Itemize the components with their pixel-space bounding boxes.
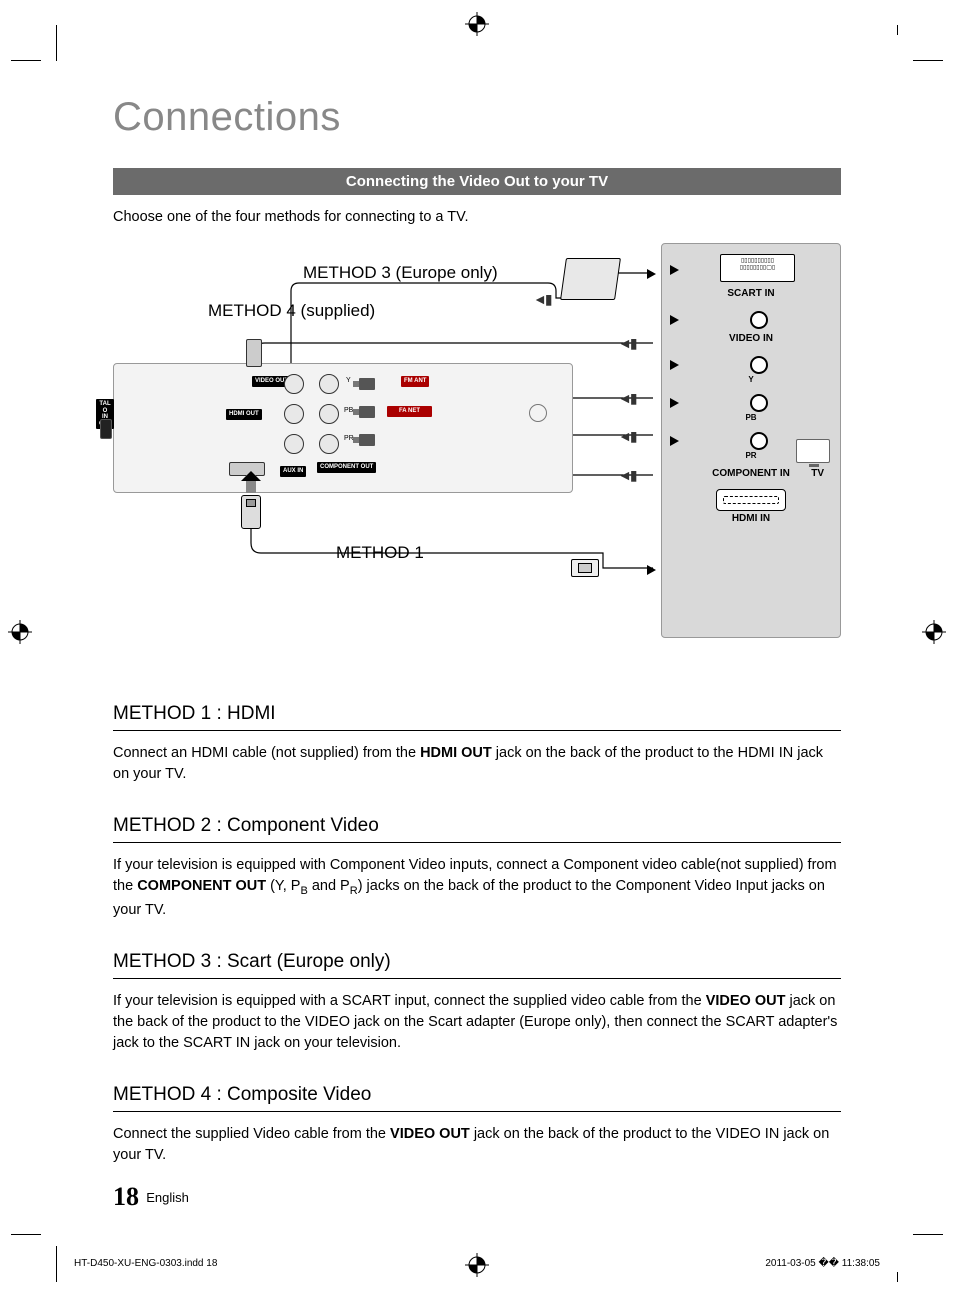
method-4-title: METHOD 4 : Composite Video — [113, 1084, 841, 1112]
intro-text: Choose one of the four methods for conne… — [113, 209, 841, 225]
component-pb-jack — [319, 434, 339, 454]
label-hdmi-out: HDMI OUT — [226, 409, 262, 420]
scart-in-label: SCART IN — [670, 288, 832, 299]
tv-icon — [796, 439, 830, 463]
pb-jack — [750, 394, 768, 412]
plug-icon — [359, 434, 375, 446]
video-in-jack — [750, 311, 768, 329]
label-fm-ant: FM ANT — [401, 376, 429, 387]
hdmi-plug-icon — [571, 559, 599, 577]
registration-mark-icon — [465, 1253, 489, 1277]
crop-mark — [897, 1272, 898, 1282]
page-content: Connections Connecting the Video Out to … — [113, 95, 841, 1212]
method-1-body: Connect an HDMI cable (not supplied) fro… — [113, 743, 841, 785]
method-1-title: METHOD 1 : HDMI — [113, 703, 841, 731]
method-4-body: Connect the supplied Video cable from th… — [113, 1124, 841, 1166]
method-4-label: METHOD 4 (supplied) — [208, 301, 375, 321]
label-fa-net: FA NET — [387, 406, 432, 417]
pr-label: PR — [344, 435, 354, 442]
optical-port-icon — [100, 419, 112, 439]
method-2-body: If your television is equipped with Comp… — [113, 855, 841, 921]
plug-icon: ◄▮ — [618, 335, 636, 352]
y-label: Y — [346, 377, 351, 384]
fm-ant-jack — [319, 374, 339, 394]
video-in-label: VIDEO IN — [670, 333, 832, 344]
method-2-section: METHOD 2 : Component Video If your telev… — [113, 815, 841, 921]
page-lang: English — [146, 1190, 189, 1205]
y-jack — [750, 356, 768, 374]
method-2-title: METHOD 2 : Component Video — [113, 815, 841, 843]
scart-port-icon: ▯▯▯▯▯▯▯▯▯▯▯▯▯▯▯▯▯▯▢▯ — [720, 254, 795, 282]
page-number: 18 — [113, 1182, 139, 1211]
video-out-jack — [284, 374, 304, 394]
device-back-panel: TAL O IN CAL VIDEO OUT HDMI OUT AUX IN C… — [113, 363, 573, 493]
crop-mark — [56, 1246, 57, 1282]
arrow-up-icon — [241, 471, 261, 481]
method-1-section: METHOD 1 : HDMI Connect an HDMI cable (n… — [113, 703, 841, 785]
arrow-icon — [647, 269, 656, 279]
component-in-label: COMPONENT IN — [670, 468, 832, 479]
plug-icon: ◄▮ — [618, 467, 636, 484]
registration-mark-icon — [922, 620, 946, 644]
rca-plug-icon — [246, 339, 262, 367]
misc-port — [529, 404, 547, 422]
plug-icon — [359, 406, 375, 418]
hdmi-in-port — [716, 489, 786, 511]
registration-mark-icon — [8, 620, 32, 644]
method-1-label: METHOD 1 — [336, 543, 424, 563]
component-y-jack — [319, 404, 339, 424]
y-label: Y — [670, 375, 832, 384]
method-3-title: METHOD 3 : Scart (Europe only) — [113, 951, 841, 979]
pb-label: PB — [344, 407, 353, 414]
plug-icon: ◄▮ — [618, 390, 636, 407]
page-footer: 18 English — [113, 1182, 189, 1212]
hdmi-cable-plug-icon — [241, 495, 261, 529]
plug-icon: ◄▮ — [618, 428, 636, 445]
plug-icon: ◄▮ — [533, 291, 551, 308]
crop-mark — [913, 60, 943, 61]
crop-mark — [56, 25, 57, 61]
tv-input-panel: ▯▯▯▯▯▯▯▯▯▯▯▯▯▯▯▯▯▯▢▯ SCART IN VIDEO IN Y… — [661, 243, 841, 638]
method-4-section: METHOD 4 : Composite Video Connect the s… — [113, 1084, 841, 1166]
chapter-title: Connections — [113, 95, 841, 140]
method-3-section: METHOD 3 : Scart (Europe only) If your t… — [113, 951, 841, 1054]
indd-timestamp: 2011-03-05 �� 11:38:05 — [765, 1258, 880, 1269]
crop-mark — [913, 1234, 943, 1235]
method-3-body: If your television is equipped with a SC… — [113, 991, 841, 1054]
section-heading-bar: Connecting the Video Out to your TV — [113, 168, 841, 195]
connection-diagram: METHOD 3 (Europe only) METHOD 4 (supplie… — [113, 243, 841, 673]
aux-r-jack — [284, 434, 304, 454]
label-aux-in: AUX IN — [280, 466, 306, 477]
aux-l-jack — [284, 404, 304, 424]
pb-label: PB — [670, 413, 832, 422]
crop-mark — [897, 25, 898, 35]
plug-icon — [359, 378, 375, 390]
tv-label: TV — [811, 468, 824, 479]
method-3-label: METHOD 3 (Europe only) — [303, 263, 498, 283]
indd-filename: HT-D450-XU-ENG-0303.indd 18 — [74, 1258, 217, 1269]
hdmi-in-label: HDMI IN — [670, 513, 832, 524]
arrow-icon — [647, 565, 656, 575]
pr-jack — [750, 432, 768, 450]
scart-adapter-icon — [560, 258, 621, 300]
registration-mark-icon — [465, 12, 489, 36]
crop-mark — [11, 60, 41, 61]
label-component-out: COMPONENT OUT — [317, 462, 376, 473]
crop-mark — [11, 1234, 41, 1235]
